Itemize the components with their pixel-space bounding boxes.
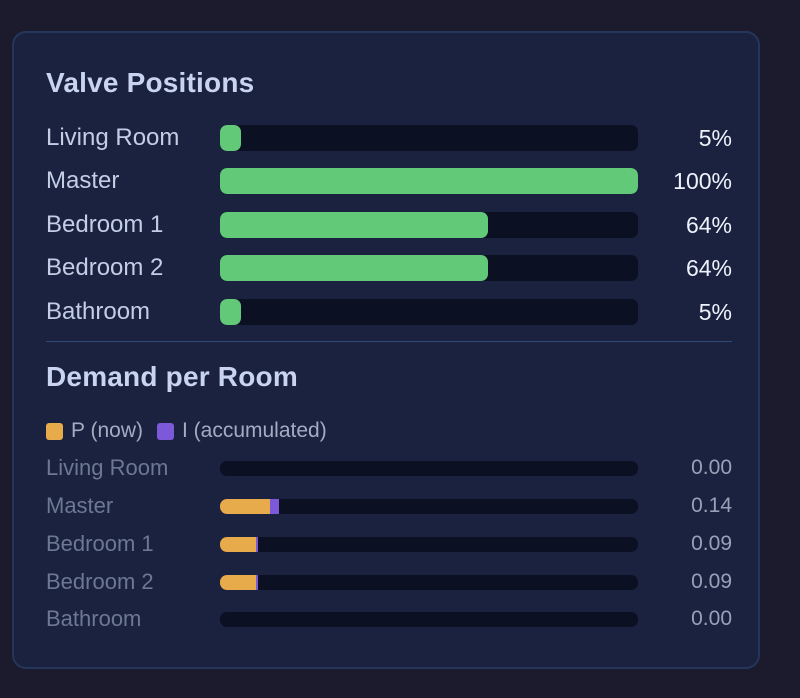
legend-item-i: I (accumulated) <box>156 419 327 443</box>
valve-bar-track <box>220 125 638 151</box>
valve-row-bedroom-2: Bedroom 2 64% <box>46 253 732 283</box>
demand-row-bedroom-2: Bedroom 2 0.09 <box>46 568 732 596</box>
valve-label: Bedroom 1 <box>46 211 164 238</box>
demand-p-segment <box>220 575 256 590</box>
demand-legend: P (now) I (accumulated) <box>46 419 341 443</box>
demand-value: 0.09 <box>691 570 732 593</box>
valve-row-master: Master 100% <box>46 166 732 196</box>
demand-label: Bedroom 2 <box>46 569 154 594</box>
valve-bar-track <box>220 168 638 194</box>
valve-value: 64% <box>685 212 732 238</box>
valve-value: 100% <box>673 168 732 194</box>
valve-value: 64% <box>685 255 732 281</box>
demand-label: Living Room <box>46 455 169 480</box>
valve-row-bathroom: Bathroom 5% <box>46 297 732 327</box>
legend-item-p: P (now) <box>46 419 143 443</box>
valve-bar-fill <box>220 299 241 325</box>
demand-i-segment <box>270 499 280 514</box>
demand-bar-track <box>220 461 638 476</box>
valve-positions-title: Valve Positions <box>46 67 255 98</box>
valve-value: 5% <box>698 299 732 325</box>
demand-value: 0.00 <box>691 456 732 479</box>
valve-bar-track <box>220 255 638 281</box>
valve-label: Master <box>46 167 120 194</box>
demand-label: Bedroom 1 <box>46 531 154 556</box>
i-swatch-icon <box>156 422 174 440</box>
legend-label-p: P (now) <box>71 419 143 442</box>
demand-row-bathroom: Bathroom 0.00 <box>46 605 732 633</box>
valve-label: Bathroom <box>46 298 151 325</box>
demand-card: Valve Positions Living Room 5% Master 10… <box>12 31 760 669</box>
valve-bar-fill <box>220 212 488 238</box>
demand-per-room-title: Demand per Room <box>46 361 298 392</box>
valve-bar-fill <box>220 168 638 194</box>
demand-value: 0.09 <box>691 532 732 555</box>
demand-i-segment <box>255 537 258 552</box>
section-divider <box>46 341 732 342</box>
valve-label: Living Room <box>46 124 180 151</box>
demand-p-segment <box>220 537 256 552</box>
demand-bar-track <box>220 612 638 627</box>
demand-row-living-room: Living Room 0.00 <box>46 454 732 482</box>
demand-value: 0.14 <box>691 494 732 517</box>
valve-bar-fill <box>220 125 241 151</box>
demand-row-bedroom-1: Bedroom 1 0.09 <box>46 530 732 558</box>
valve-row-bedroom-1: Bedroom 1 64% <box>46 210 732 240</box>
valve-value: 5% <box>698 125 732 151</box>
valve-row-living-room: Living Room 5% <box>46 123 732 153</box>
demand-bar-track <box>220 575 638 590</box>
p-swatch-icon <box>46 422 63 440</box>
demand-value: 0.00 <box>691 607 732 630</box>
demand-bar-track <box>220 499 638 514</box>
valve-bar-track <box>220 212 638 238</box>
legend-label-i: I (accumulated) <box>181 419 327 442</box>
demand-label: Bathroom <box>46 606 142 631</box>
demand-i-segment <box>255 575 259 590</box>
demand-row-master: Master 0.14 <box>46 492 732 520</box>
valve-label: Bedroom 2 <box>46 254 164 281</box>
demand-label: Master <box>46 493 114 518</box>
demand-bar-track <box>220 537 638 552</box>
valve-bar-fill <box>220 255 488 281</box>
demand-p-segment <box>220 499 271 514</box>
valve-bar-track <box>220 299 638 325</box>
